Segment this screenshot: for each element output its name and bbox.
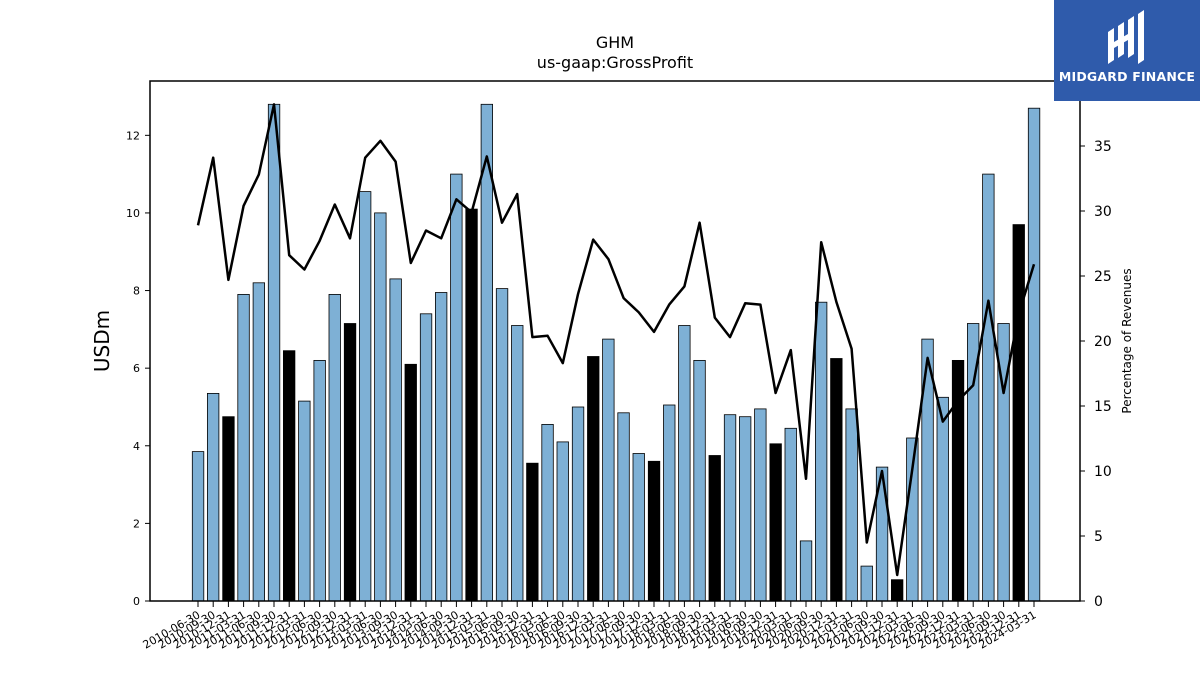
bar bbox=[1012, 224, 1025, 602]
y2-tick-label: 5 bbox=[1094, 529, 1103, 545]
bar bbox=[358, 191, 372, 602]
y-tick-label: 4 bbox=[133, 440, 140, 453]
y-axis-left: 0 2 4 6 8 10 12 bbox=[126, 129, 150, 608]
bar bbox=[298, 400, 311, 602]
bar bbox=[419, 313, 433, 602]
chart-subtitle: us-gaap:GrossProfit bbox=[537, 53, 693, 72]
bar bbox=[374, 212, 387, 602]
bar bbox=[708, 455, 721, 602]
y2-tick-label: 15 bbox=[1094, 399, 1112, 415]
bar bbox=[678, 325, 691, 602]
y-axis-right: 0 5 10 15 20 25 30 35 bbox=[1080, 139, 1112, 610]
y-tick-label: 12 bbox=[126, 129, 140, 142]
bar bbox=[495, 288, 509, 602]
bar bbox=[647, 460, 661, 602]
bar bbox=[450, 173, 463, 602]
chart-title: GHM bbox=[596, 33, 634, 52]
y-tick-label: 10 bbox=[126, 207, 140, 220]
bar bbox=[206, 392, 220, 602]
bar bbox=[404, 363, 417, 602]
bar bbox=[891, 579, 904, 602]
x-axis: 2010-06-302010-09-302010-12-312011-03-31… bbox=[141, 601, 1039, 652]
y-axis-label: USDm bbox=[90, 310, 114, 372]
bar bbox=[739, 416, 752, 602]
bar bbox=[556, 441, 569, 602]
bar bbox=[845, 408, 858, 602]
bar bbox=[587, 356, 600, 602]
y2-axis-label: Percentage of Revenues bbox=[1120, 268, 1134, 413]
bar bbox=[313, 359, 326, 602]
bar bbox=[663, 404, 676, 602]
bar bbox=[191, 451, 205, 602]
bar bbox=[617, 412, 630, 602]
y-tick-label: 0 bbox=[133, 595, 140, 608]
bar bbox=[434, 292, 448, 602]
bar bbox=[282, 350, 296, 602]
bar bbox=[252, 282, 266, 602]
bar bbox=[237, 293, 250, 602]
logo-mark-icon bbox=[1108, 10, 1144, 64]
y2-tick-label: 20 bbox=[1094, 334, 1112, 350]
bar bbox=[465, 208, 478, 602]
bar bbox=[1027, 107, 1041, 602]
bar bbox=[799, 540, 813, 602]
y2-tick-label: 35 bbox=[1094, 139, 1112, 155]
logo-text: MIDGARD FINANCE bbox=[1058, 69, 1196, 84]
bar bbox=[389, 278, 402, 602]
bar bbox=[511, 325, 524, 602]
y2-tick-label: 30 bbox=[1094, 204, 1112, 220]
bar bbox=[982, 173, 995, 602]
bar bbox=[541, 423, 554, 602]
y-tick-label: 6 bbox=[133, 362, 140, 375]
bar bbox=[936, 396, 949, 602]
y-tick-label: 8 bbox=[133, 285, 140, 298]
bar bbox=[769, 443, 782, 602]
percentage-line bbox=[196, 103, 1036, 577]
bar bbox=[860, 565, 873, 602]
bar bbox=[754, 408, 767, 602]
brand-logo: MIDGARD FINANCE bbox=[1054, 0, 1200, 101]
bar bbox=[693, 359, 706, 602]
y2-tick-label: 10 bbox=[1094, 464, 1112, 480]
bar bbox=[328, 293, 341, 602]
bar bbox=[267, 103, 281, 602]
bar bbox=[526, 462, 539, 602]
y-tick-label: 2 bbox=[133, 517, 140, 530]
bar bbox=[632, 453, 645, 602]
bar bbox=[343, 323, 357, 602]
bars-layer bbox=[191, 103, 1041, 602]
bar bbox=[815, 301, 828, 602]
bar bbox=[222, 416, 235, 602]
bar bbox=[723, 414, 737, 602]
y2-tick-label: 0 bbox=[1094, 594, 1103, 610]
bar bbox=[830, 358, 843, 602]
line-layer bbox=[196, 103, 1036, 577]
bar bbox=[784, 427, 797, 602]
y2-tick-label: 25 bbox=[1094, 269, 1112, 285]
bar bbox=[571, 406, 585, 602]
bar bbox=[602, 338, 615, 602]
